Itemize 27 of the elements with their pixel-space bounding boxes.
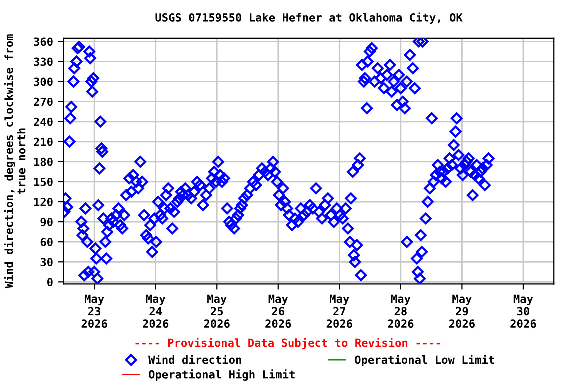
x-tick-label: May 24 2026 [143, 294, 169, 328]
y-tick-label: 210 [34, 138, 53, 146]
legend-label: Operational High Limit [149, 370, 295, 381]
x-tick-label: May 28 2026 [388, 294, 414, 328]
legend-label: Operational Low Limit [355, 354, 494, 366]
x-tick-label: May 26 2026 [266, 294, 292, 328]
y-tick-label: 150 [34, 178, 53, 186]
y-tick-label: 270 [34, 98, 53, 106]
y-tick-label: 180 [34, 158, 53, 166]
legend-label: Wind direction [148, 354, 242, 364]
text: ---- Provisional Data Subject to Revision ---- [136, 338, 440, 350]
x-tick-label: May 23 2026 [82, 294, 108, 328]
y-tick-label: 330 [34, 58, 53, 66]
y-tick-label: 30 [40, 258, 53, 266]
y-tick-label: 0 [47, 278, 53, 287]
y-axis-title: Wind direction, degrees clockwise from true north [4, 34, 26, 288]
chart-title: USGS 07159550 Lake Hefner at Oklahoma City, OK [156, 12, 463, 24]
x-tick-label: May 29 2026 [449, 294, 475, 328]
x-tick-label: May 27 2026 [326, 294, 352, 328]
y-tick-label: 300 [34, 78, 53, 86]
x-tick-label: May 25 2026 [204, 294, 230, 328]
y-tick-label: 60 [40, 238, 53, 246]
y-tick-label: 240 [34, 118, 53, 126]
y-tick-label: 90 [40, 218, 53, 226]
x-tick-label: May 30 2026 [510, 294, 536, 328]
y-tick-label: 120 [34, 198, 53, 206]
y-tick-label: 360 [34, 38, 53, 46]
